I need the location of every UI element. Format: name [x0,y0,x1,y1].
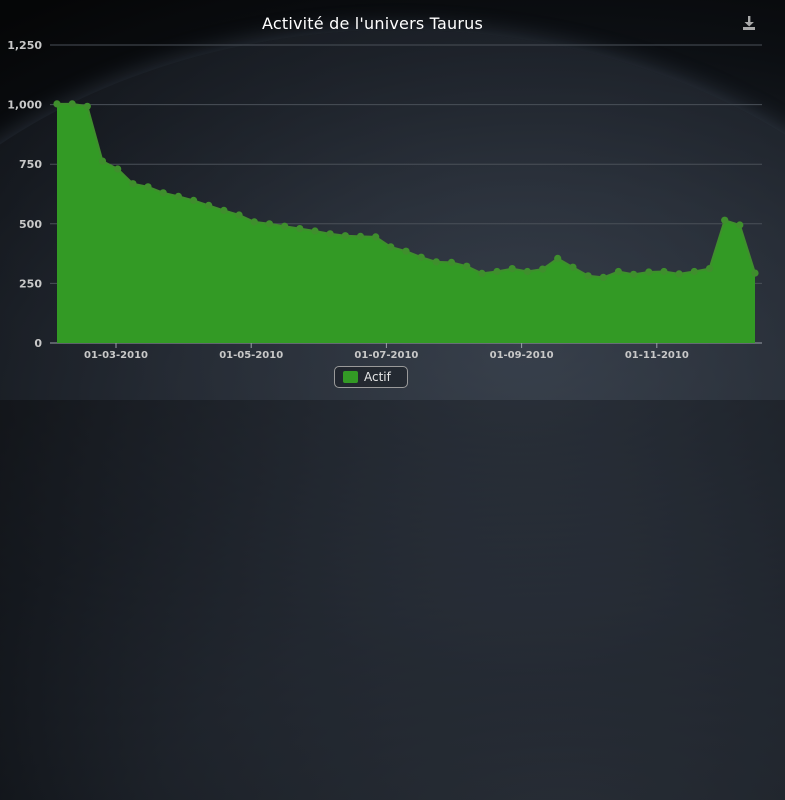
legend-label: Actif [364,370,391,384]
series-layer [53,100,759,344]
data-point[interactable] [174,192,182,200]
data-point[interactable] [311,227,319,235]
data-point[interactable] [630,270,638,278]
data-point[interactable] [417,253,425,261]
data-point[interactable] [447,258,456,266]
data-point[interactable] [539,265,547,273]
series-area-actif [57,103,755,344]
data-point[interactable] [372,233,380,241]
data-point[interactable] [250,218,258,226]
y-tick-label: 500 [19,218,42,231]
legend-item-actif[interactable]: Actif [334,366,408,388]
data-point[interactable] [129,180,137,188]
data-point[interactable] [432,258,440,266]
data-point[interactable] [736,221,744,229]
y-tick-label: 750 [19,158,42,171]
data-point[interactable] [463,262,471,270]
data-point[interactable] [296,225,304,233]
data-point[interactable] [83,102,91,110]
data-point[interactable] [660,267,668,276]
data-point[interactable] [114,165,122,173]
x-tick-label: 01-07-2010 [354,350,418,361]
data-point[interactable] [98,157,107,165]
y-tick-label: 1,250 [7,39,42,52]
x-tick-label: 01-05-2010 [219,350,283,361]
y-tick-label: 0 [34,337,42,350]
data-point[interactable] [326,230,334,238]
data-point[interactable] [721,216,729,224]
legend-swatch [343,371,358,383]
data-point[interactable] [356,232,365,240]
data-point[interactable] [341,232,349,240]
x-tick-label: 01-03-2010 [84,350,148,361]
data-point[interactable] [235,211,243,219]
data-point[interactable] [675,270,683,278]
data-point[interactable] [281,222,289,230]
data-point[interactable] [144,183,152,191]
data-point[interactable] [599,273,607,281]
x-tick-label: 01-09-2010 [490,350,554,361]
data-point[interactable] [190,196,198,204]
data-point[interactable] [53,100,61,108]
y-tick-label: 1,000 [7,99,42,112]
x-tick-label: 01-11-2010 [625,350,689,361]
data-point[interactable] [569,263,577,271]
data-point[interactable] [508,265,516,273]
data-point[interactable] [751,269,759,277]
data-point[interactable] [265,220,273,228]
data-point[interactable] [645,268,653,276]
data-point[interactable] [554,254,562,262]
chart-area: 0 250 500 750 1,000 1,250 01-03-2010 01-05-2010… [7,39,762,361]
y-tick-label: 250 [19,277,42,290]
data-point[interactable] [402,247,410,255]
data-point[interactable] [478,269,486,277]
data-point[interactable] [493,267,501,276]
download-icon[interactable] [740,14,758,32]
data-point[interactable] [68,100,76,108]
data-point[interactable] [387,243,395,251]
data-point[interactable] [614,267,623,276]
chart-title: Activité de l'univers Taurus [262,14,483,33]
data-point[interactable] [159,189,167,197]
data-point[interactable] [584,272,592,280]
data-point[interactable] [220,206,228,214]
data-point[interactable] [690,267,698,276]
data-point[interactable] [705,265,714,273]
data-point[interactable] [205,201,213,209]
data-point[interactable] [523,267,532,276]
axis-layer: 0 250 500 750 1,000 1,250 01-03-2010 01-05-2010… [7,39,689,361]
